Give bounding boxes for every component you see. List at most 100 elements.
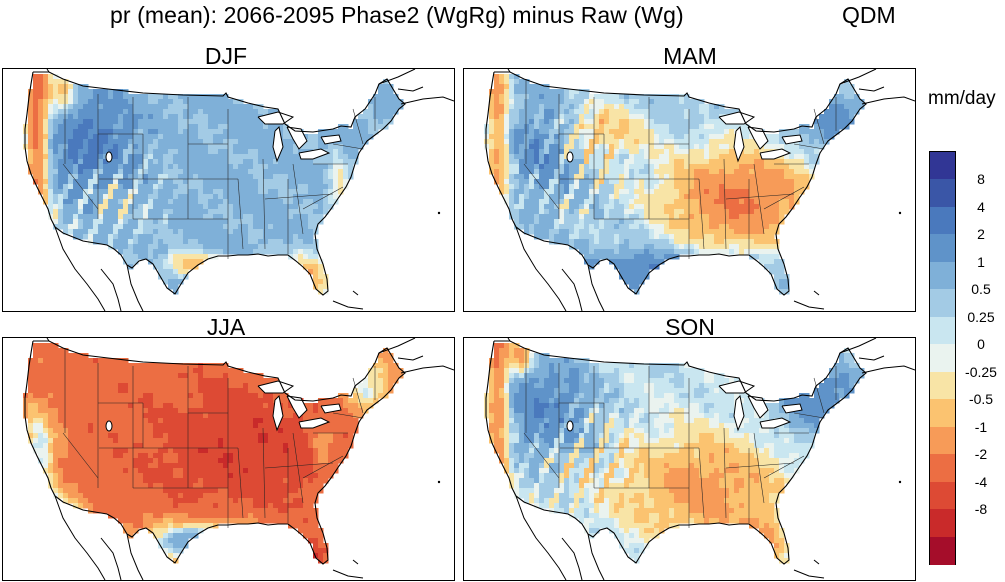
precip-change-field <box>23 343 404 564</box>
great-lake <box>298 148 331 160</box>
precip-change-field <box>484 74 865 295</box>
cuba-coast <box>332 569 364 579</box>
colorbar-tick-label: 0.5 <box>971 281 991 298</box>
precip-change-field <box>23 74 404 295</box>
colorbar-swatch <box>930 179 955 208</box>
baja-coast <box>515 495 567 580</box>
state-boundary <box>332 412 364 419</box>
colorbar-tick-label: 1 <box>977 253 985 270</box>
bahamas-coast <box>352 290 359 296</box>
canada-coast <box>839 338 877 354</box>
colorbar-tick-label: -0.25 <box>965 363 997 380</box>
map-jja <box>23 338 454 580</box>
colorbar-tick-label: 4 <box>977 198 985 215</box>
colorbar <box>929 151 956 565</box>
colorbar-tick-label: 0.25 <box>967 308 995 325</box>
colorbar-swatch <box>930 316 955 345</box>
state-boundary <box>262 427 266 519</box>
salt-lake <box>105 420 113 432</box>
state-boundary <box>725 462 795 469</box>
panel-title-djf: DJF <box>204 43 248 69</box>
state-boundary <box>725 193 795 200</box>
gulf-california-coast <box>561 537 583 580</box>
great-lake <box>257 380 295 394</box>
map-panel-mam <box>463 68 916 312</box>
state-boundary <box>523 432 560 479</box>
mexico-coast <box>126 264 144 311</box>
colorbar-swatch <box>930 344 955 373</box>
panel-title-mam: MAM <box>663 43 717 69</box>
mexico-coast <box>587 264 605 311</box>
map-panel-djf <box>2 68 455 312</box>
mexico-coast <box>126 533 144 580</box>
canada-border <box>46 69 50 73</box>
bermuda-marker <box>437 480 441 484</box>
bermuda-marker <box>437 211 441 215</box>
baja-coast <box>515 226 567 311</box>
state-boundary <box>237 447 244 519</box>
cuba-coast <box>332 300 364 310</box>
salt-lake <box>566 151 574 163</box>
precip-change-field <box>484 343 865 564</box>
map-djf <box>23 69 454 311</box>
state-boundary <box>262 158 266 250</box>
state-boundary <box>523 163 560 210</box>
map-panel-jja <box>2 337 455 581</box>
maritime-coast <box>858 355 885 361</box>
state-boundary <box>793 143 825 150</box>
state-boundary <box>237 178 244 250</box>
state-boundary <box>763 186 805 210</box>
state-boundary <box>352 377 364 414</box>
colorbar-tick-label: -1 <box>974 418 988 435</box>
nova-scotia-coast <box>400 96 454 105</box>
colorbar-swatch <box>930 426 955 455</box>
great-lake <box>733 394 745 432</box>
baja-coast <box>54 495 106 580</box>
great-lake <box>747 126 769 150</box>
state-boundary <box>332 143 364 150</box>
salt-lake <box>105 151 113 163</box>
great-lake <box>733 125 745 163</box>
map-panel-son <box>463 337 916 581</box>
canada-border <box>46 338 50 342</box>
state-boundary <box>753 163 765 235</box>
colorbar-tick-label: 0 <box>977 336 985 353</box>
colorbar-swatch <box>930 371 955 400</box>
colorbar-swatch <box>930 234 955 263</box>
us-coastline <box>485 71 867 296</box>
colorbar-swatch <box>930 536 955 565</box>
colorbar-tick-label: -2 <box>974 446 988 463</box>
nova-scotia-coast <box>861 365 915 374</box>
gulf-california-coast <box>561 268 583 311</box>
great-lake <box>759 148 792 160</box>
gulf-california-coast <box>100 537 122 580</box>
cuba-coast <box>793 569 825 579</box>
colorbar-swatch <box>930 481 955 510</box>
colorbar-swatch <box>930 261 955 290</box>
state-boundary <box>763 455 805 479</box>
great-lake <box>286 126 308 150</box>
colorbar-swatch <box>930 152 955 181</box>
bahamas-coast <box>352 559 359 565</box>
salt-lake <box>566 420 574 432</box>
great-lake <box>320 403 342 414</box>
state-boundary <box>723 158 727 250</box>
bermuda-marker <box>898 480 902 484</box>
state-boundary <box>723 427 727 519</box>
panel-title-son: SON <box>665 314 715 340</box>
great-lake <box>298 417 331 429</box>
great-lake <box>718 111 756 125</box>
state-boundary <box>264 462 334 469</box>
great-lake <box>781 403 803 414</box>
great-lake <box>286 395 308 419</box>
state-boundary <box>292 163 304 235</box>
colorbar-tick-label: -0.5 <box>968 391 994 408</box>
great-lake <box>718 380 756 394</box>
state-boundary <box>302 455 344 479</box>
great-lake <box>759 417 792 429</box>
great-lake <box>257 111 295 125</box>
canada-coast <box>378 338 416 354</box>
state-boundary <box>62 163 99 210</box>
colorbar-tick-label: -4 <box>974 473 988 490</box>
mexico-coast <box>587 533 605 580</box>
